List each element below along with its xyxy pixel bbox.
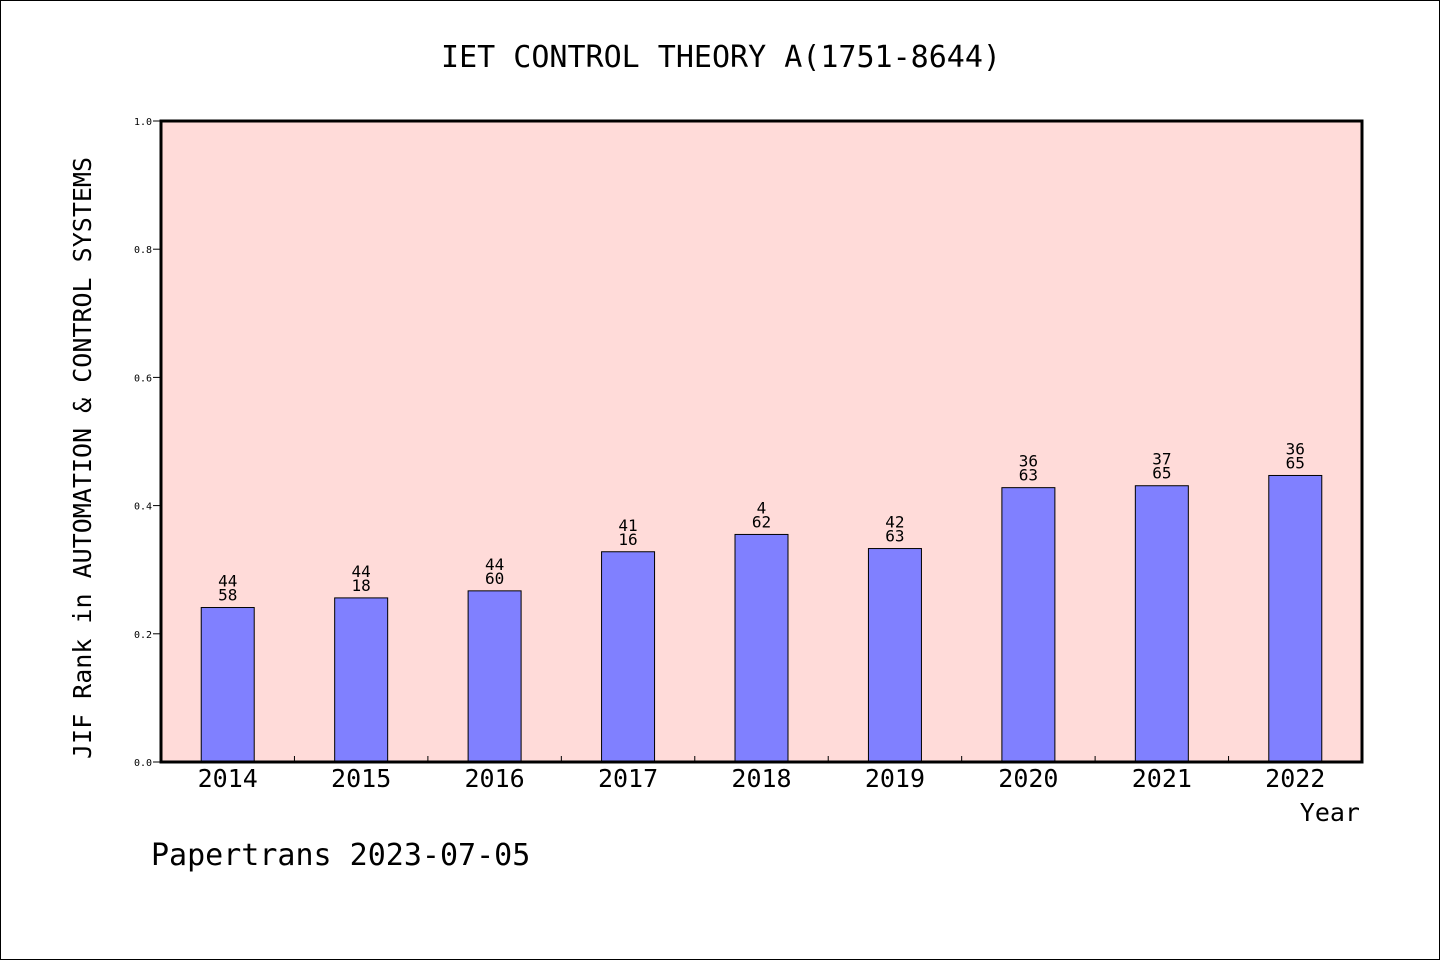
y-tick-label: 1.0 <box>134 117 152 128</box>
bar-label-bottom: 16 <box>618 530 637 549</box>
x-tick-label: 2017 <box>598 764 658 793</box>
bar-label-bottom: 65 <box>1152 464 1171 483</box>
bars <box>200 474 1323 763</box>
bar-label-top: 36 <box>1286 439 1305 458</box>
bar-label-top: 41 <box>618 516 637 535</box>
bar-label-bottom: 18 <box>352 576 371 595</box>
bar-2017 <box>601 551 656 763</box>
bar-2014 <box>200 607 255 763</box>
x-tick-label: 2014 <box>198 764 258 793</box>
bar-label-bottom: 60 <box>485 569 504 588</box>
y-tick-label: 0.0 <box>134 758 152 769</box>
bar-label-top: 44 <box>218 572 237 591</box>
bar-label-bottom: 65 <box>1286 453 1305 472</box>
bar-label-bottom: 58 <box>218 586 237 605</box>
bar-2018 <box>734 533 789 763</box>
bar-label-bottom: 62 <box>752 512 771 531</box>
bar-label-top: 4 <box>757 498 767 517</box>
y-tick-label: 0.2 <box>134 630 152 641</box>
x-tick-label: 2018 <box>731 764 791 793</box>
x-tick-label: 2020 <box>998 764 1058 793</box>
bar-label-top: 44 <box>352 562 371 581</box>
y-tick-label: 0.6 <box>134 373 152 384</box>
bar-label-top: 44 <box>485 555 504 574</box>
bar-label-top: 36 <box>1019 452 1038 471</box>
bar-label-top: 42 <box>885 513 904 532</box>
footer-credit: Papertrans 2023-07-05 <box>151 838 530 873</box>
bar-2021 <box>1134 485 1189 763</box>
bar-2019 <box>867 548 922 763</box>
chart-title: IET CONTROL THEORY A(1751-8644) <box>441 40 1001 75</box>
x-tick-label: 2016 <box>465 764 525 793</box>
x-axis-label: Year <box>1300 798 1360 827</box>
x-tick-label: 2022 <box>1265 764 1325 793</box>
bar-label-bottom: 63 <box>885 527 904 546</box>
y-tick-label: 0.4 <box>134 502 152 513</box>
x-tick-label: 2021 <box>1132 764 1192 793</box>
bar-2022 <box>1268 474 1323 763</box>
plot-border <box>159 119 1364 764</box>
y-axis-label: JIF Rank in AUTOMATION & CONTROL SYSTEMS <box>68 157 97 759</box>
x-tick-label: 2019 <box>865 764 925 793</box>
bar-2020 <box>1001 487 1056 763</box>
x-axis-ticks: 2014 2015 2016 2017 2018 2019 2020 2021 2022 <box>198 756 1325 793</box>
bar-label-bottom: 63 <box>1019 466 1038 485</box>
bar-2015 <box>334 597 389 763</box>
y-tick-label: 0.8 <box>134 245 152 256</box>
x-tick-label: 2015 <box>331 764 391 793</box>
bar-2016 <box>467 590 522 763</box>
bar-label-top: 37 <box>1152 450 1171 469</box>
y-axis-ticks: 0.0 0.2 0.4 0.6 0.8 1.0 <box>134 117 161 769</box>
